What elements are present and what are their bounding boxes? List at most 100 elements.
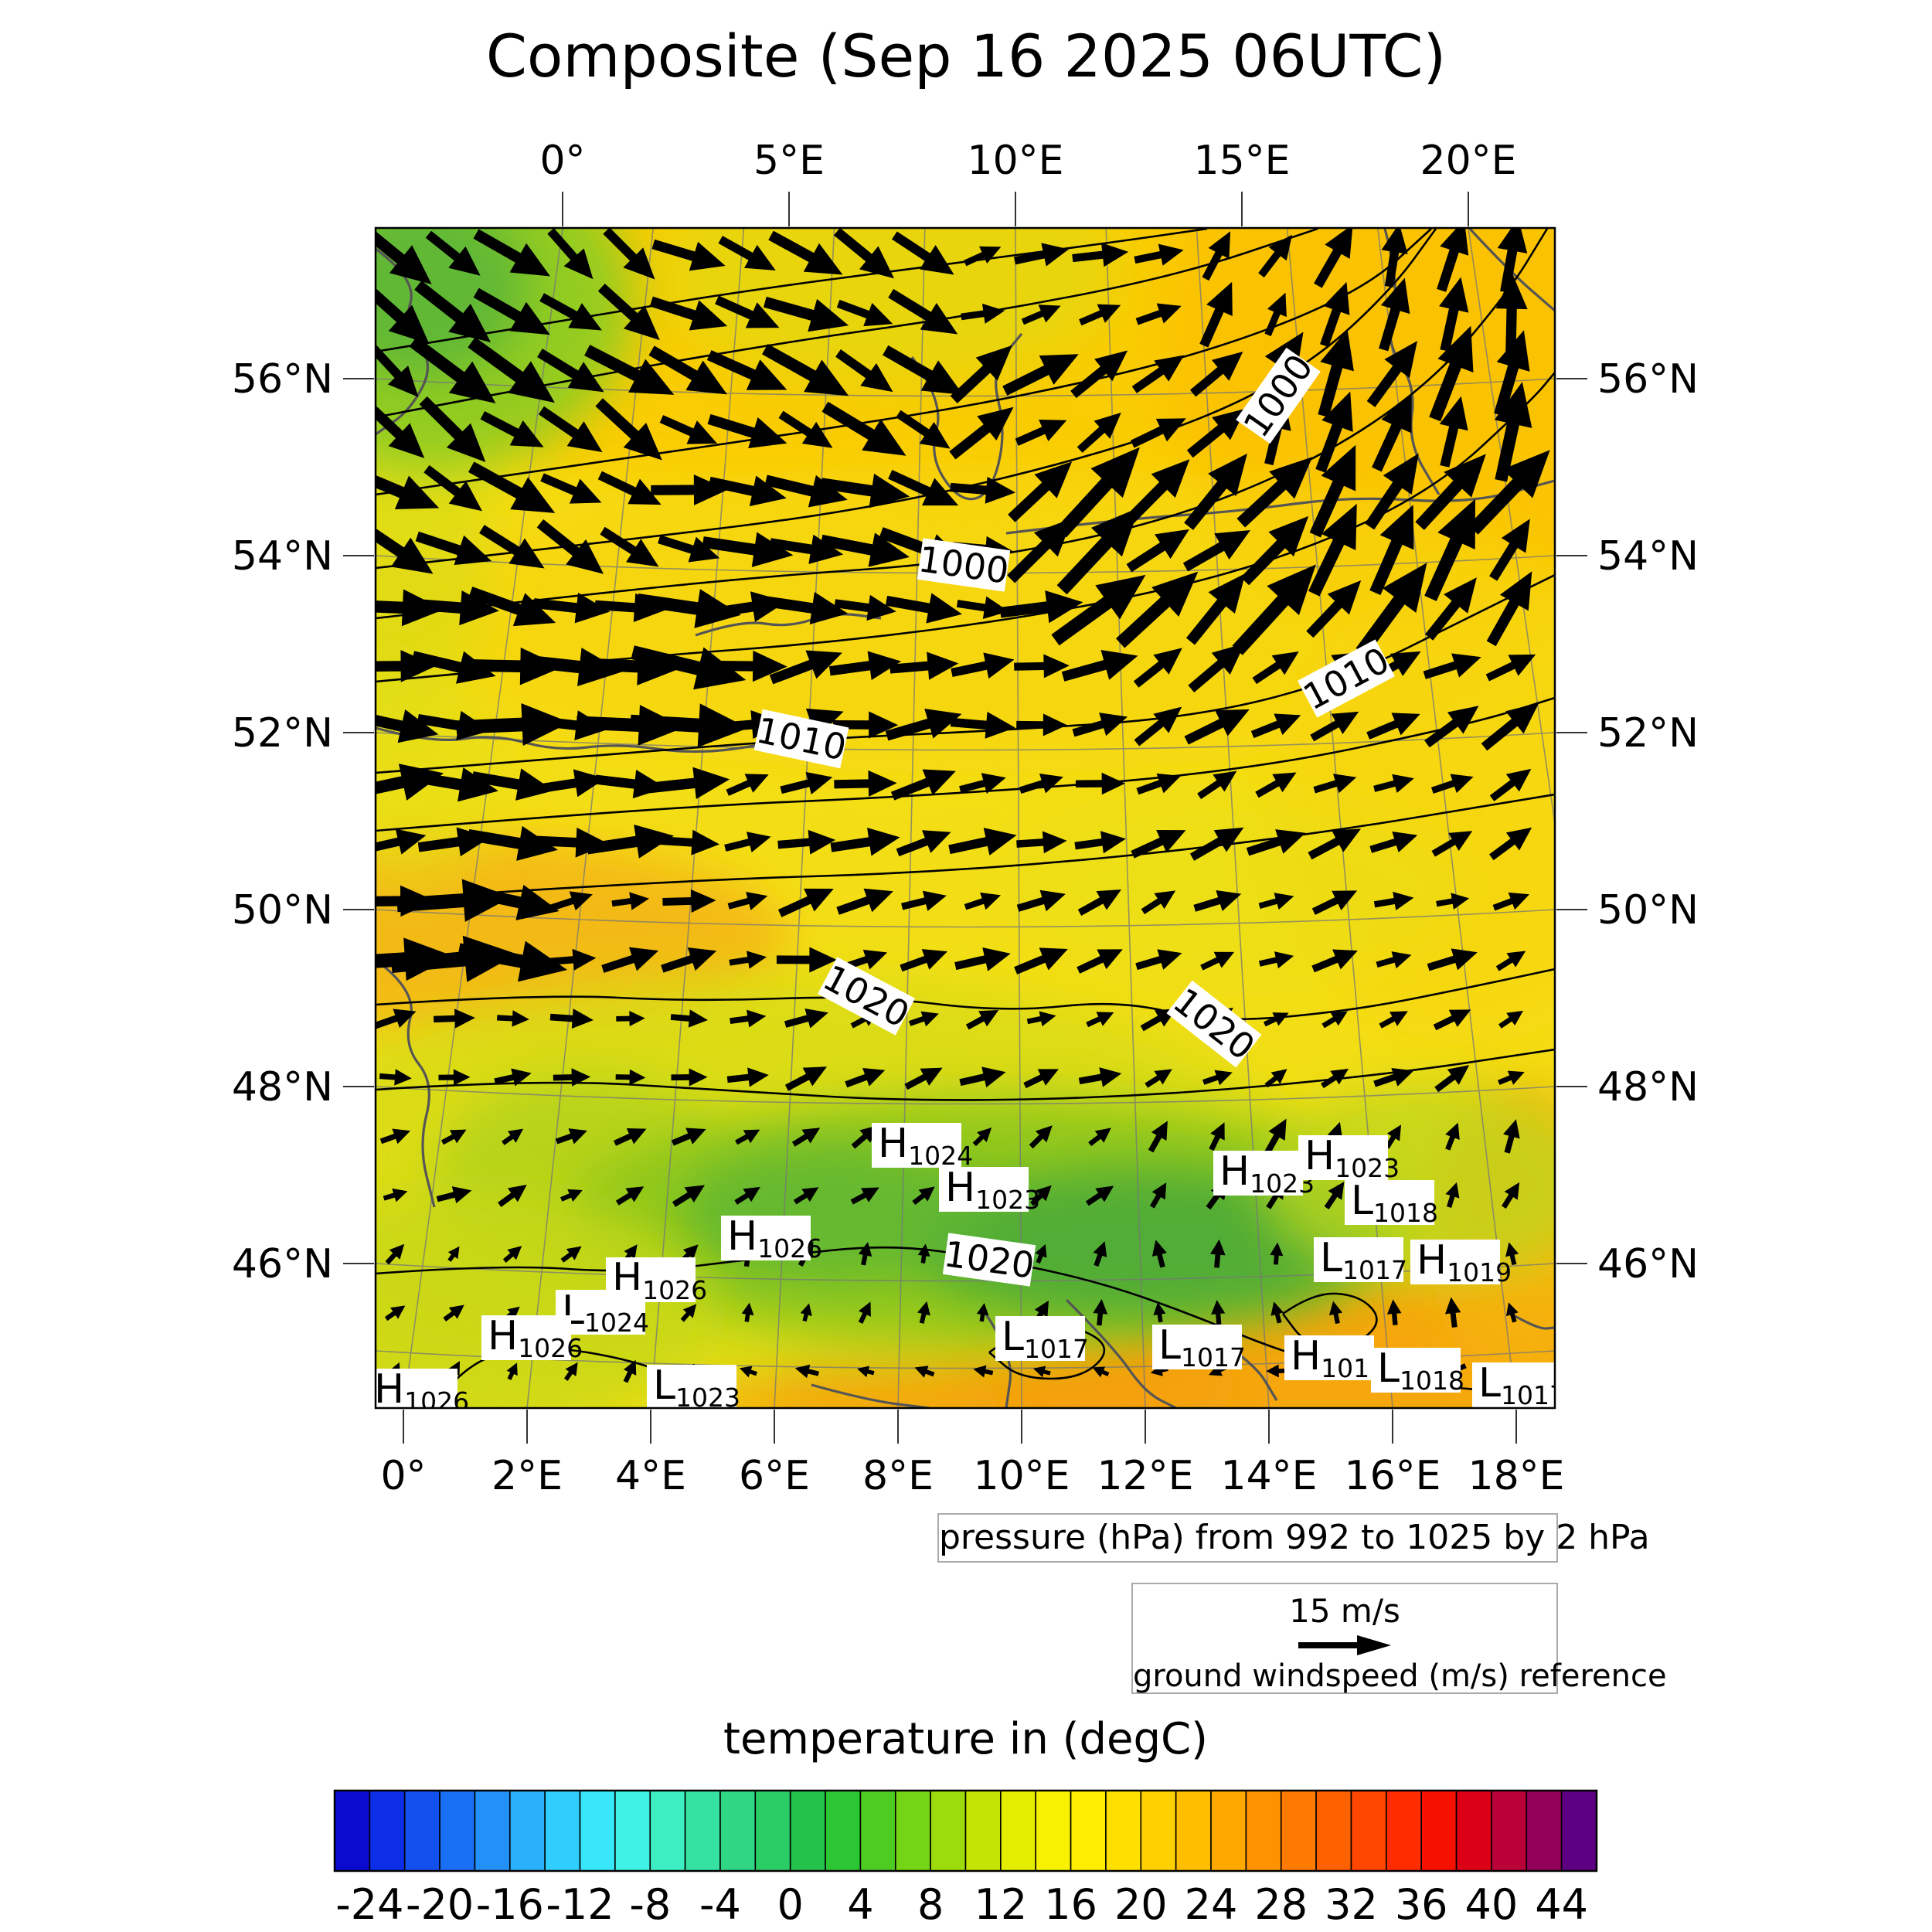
wind-arrow <box>791 1128 821 1147</box>
wind-arrow <box>615 1069 646 1086</box>
wind-arrow <box>830 828 900 856</box>
wind-arrow <box>1186 408 1247 458</box>
wind-arrow <box>1184 709 1250 745</box>
wind-arrow <box>1051 574 1146 646</box>
wind-arrow <box>680 1304 697 1322</box>
wind-arrow <box>1494 330 1530 417</box>
axis-tick-label: 10°E <box>973 1453 1070 1499</box>
wind-arrow <box>914 1366 935 1378</box>
colorbar-segment <box>1000 1790 1037 1872</box>
wind-arrow <box>883 345 964 395</box>
colorbar-tick-label: 20 <box>1114 1880 1168 1929</box>
wind-arrow <box>1131 355 1185 393</box>
wind-speed-label: 15 m/s <box>1289 1592 1400 1630</box>
pressure-center-label: L1017 <box>1314 1235 1407 1285</box>
wind-arrow <box>776 947 838 973</box>
wind-arrow <box>496 1010 529 1027</box>
wind-arrow <box>976 1303 989 1322</box>
wind-arrow <box>734 1186 760 1205</box>
pressure-center-label: H1026 <box>376 1366 469 1408</box>
coastline <box>811 1383 930 1408</box>
colorbar-segment <box>369 1790 406 1872</box>
wind-arrow <box>1136 773 1182 795</box>
pressure-center-label: H1019 <box>1284 1333 1386 1383</box>
wind-arrow <box>555 1128 587 1145</box>
wind-arrow <box>836 888 893 915</box>
wind-arrow <box>1373 891 1414 911</box>
wind-arrow <box>1429 325 1474 422</box>
wind-arrow <box>1093 1241 1107 1267</box>
wind-arrow <box>1415 454 1486 530</box>
wind-arrow <box>537 349 604 393</box>
colorbar-segment <box>859 1790 896 1872</box>
wind-arrow <box>764 592 849 624</box>
pressure-center-label: L1018 <box>1345 1178 1438 1228</box>
wind-arrow <box>419 396 486 462</box>
wind-arrow <box>533 592 611 624</box>
temperature-patch <box>376 1190 711 1408</box>
wind-arrow <box>1444 1297 1461 1328</box>
wind-arrow <box>1035 1243 1047 1264</box>
colorbar-title: temperature in (degC) <box>723 1714 1208 1764</box>
wind-arrow <box>658 829 719 855</box>
wind-arrow <box>502 1246 522 1263</box>
wind-arrow <box>842 949 888 971</box>
wind-arrow <box>1014 947 1068 975</box>
pressure-center-label: H1024 <box>872 1121 973 1171</box>
wind-arrow <box>832 711 899 739</box>
wind-arrow <box>1072 243 1129 267</box>
wind-arrow <box>1258 951 1294 969</box>
wind-arrow <box>376 287 430 344</box>
wind-arrow <box>671 1128 706 1146</box>
wind-arrow <box>949 406 1014 460</box>
wind-arrow <box>376 650 437 682</box>
axis-tick-label: 20°E <box>1420 138 1516 184</box>
wind-arrow <box>1135 303 1182 325</box>
colorbar-segment <box>544 1790 581 1872</box>
wind-arrow <box>600 526 659 567</box>
wind-arrow <box>540 473 602 504</box>
svg-text:L1023: L1023 <box>653 1362 740 1413</box>
wind-arrow <box>857 1366 875 1378</box>
wind-arrow <box>1423 653 1481 679</box>
axis-tick-label: 5°E <box>753 138 825 184</box>
wind-arrow <box>1308 828 1362 860</box>
contour-line <box>376 228 1432 496</box>
wind-arrow <box>1184 453 1247 530</box>
colorbar-segment <box>1386 1790 1422 1872</box>
contour-label: 1010 <box>753 709 850 768</box>
colorbar-tick-label: -24 <box>335 1880 403 1929</box>
colorbar-segment <box>579 1790 616 1872</box>
wind-arrow <box>658 535 720 563</box>
wind-arrow <box>1314 228 1353 288</box>
wind-arrow <box>494 1068 532 1087</box>
wind-arrow <box>727 891 768 910</box>
wind-arrow <box>900 949 948 972</box>
wind-arrow <box>851 1125 879 1149</box>
wind-arrow <box>411 651 496 684</box>
wind-arrow <box>1481 702 1539 751</box>
wind-arrow <box>1489 827 1532 861</box>
wind-arrow <box>1372 393 1412 472</box>
wind-arrow <box>1385 1124 1402 1149</box>
wind-arrow <box>1072 713 1128 737</box>
colorbar-tick-label: -16 <box>476 1880 544 1929</box>
wind-arrow <box>951 652 1015 679</box>
axis-tick-label: 52°N <box>1597 710 1699 757</box>
wind-arrow <box>708 475 787 507</box>
wind-arrow <box>1023 1069 1059 1089</box>
wind-arrow <box>520 648 623 687</box>
wind-arrow <box>563 1362 578 1381</box>
contour-line <box>376 968 1555 1021</box>
wind-arrow <box>1495 951 1526 971</box>
coastline <box>1510 1312 1555 1330</box>
wind-arrow <box>436 1186 472 1204</box>
wind-arrow <box>762 343 849 396</box>
wind-arrow <box>423 464 483 512</box>
wind-arrow <box>833 228 895 279</box>
pressure-caption: pressure (hPa) from 992 to 1025 by 2 hPa <box>937 1513 1650 1563</box>
colorbar-tick-label: -4 <box>699 1880 741 1929</box>
wind-arrow <box>1134 706 1182 747</box>
wind-arrow <box>917 1301 930 1324</box>
colorbar-segment <box>1280 1790 1317 1872</box>
